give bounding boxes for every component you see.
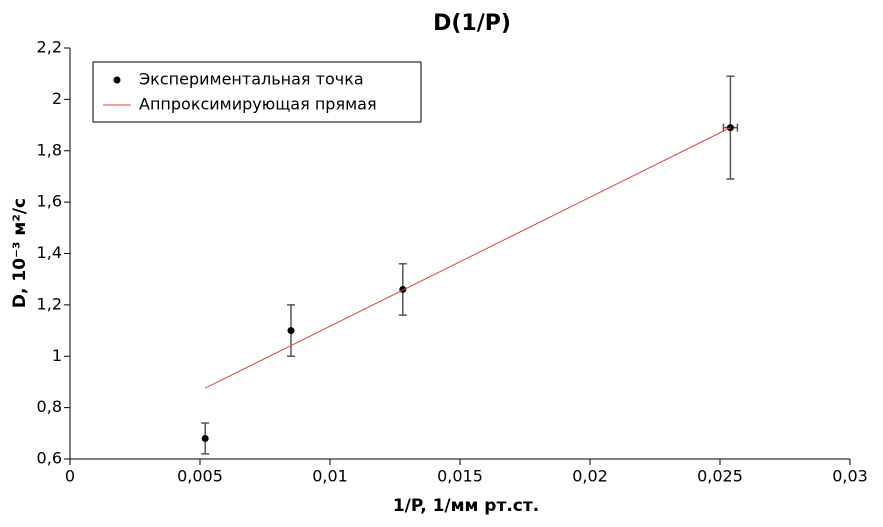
y-tick-label: 2,2 (37, 38, 62, 57)
x-tick-label: 0,03 (832, 467, 868, 486)
y-tick-label: 2 (52, 89, 62, 108)
x-tick-label: 0,01 (312, 467, 348, 486)
data-point (287, 327, 295, 335)
y-tick-label: 1 (52, 346, 62, 365)
x-axis-title: 1/P, 1/мм рт.ст. (393, 496, 539, 516)
y-tick-label: 1,4 (37, 243, 62, 262)
y-tick-label: 0,6 (37, 449, 62, 468)
legend-box (92, 61, 422, 123)
y-axis-title: D, 10⁻³ м²/с (10, 198, 30, 308)
y-tick-label: 1,2 (37, 294, 62, 313)
x-tick-label: 0,015 (437, 467, 483, 486)
data-point (201, 434, 209, 442)
legend-label: Аппроксимирующая прямая (139, 95, 377, 114)
y-tick-label: 1,6 (37, 192, 62, 211)
y-tick-label: 1,8 (37, 140, 62, 159)
x-tick-label: 0 (65, 467, 75, 486)
x-tick-label: 0,005 (177, 467, 223, 486)
y-tick-label: 0,8 (37, 397, 62, 416)
legend-swatch (113, 76, 121, 84)
legend-label: Экспериментальная точка (139, 70, 364, 89)
x-tick-label: 0,025 (697, 467, 743, 486)
data-point (399, 285, 407, 293)
fit-line (204, 127, 731, 389)
x-tick-label: 0,02 (572, 467, 608, 486)
chart-title: D(1/P) (433, 11, 511, 36)
